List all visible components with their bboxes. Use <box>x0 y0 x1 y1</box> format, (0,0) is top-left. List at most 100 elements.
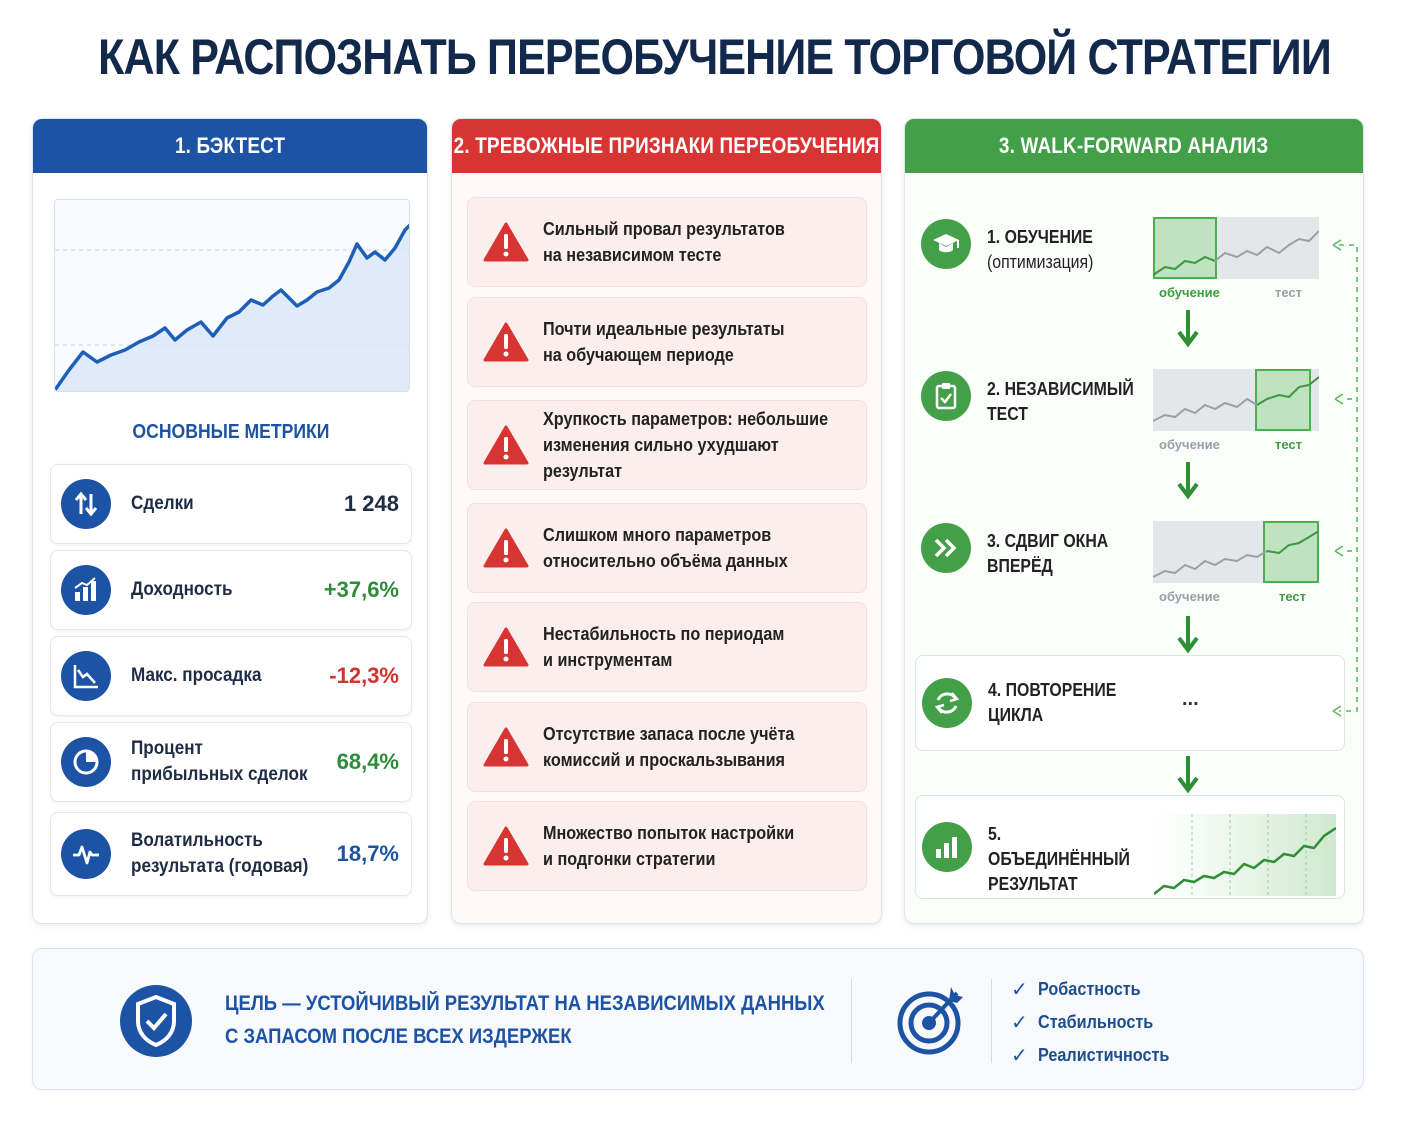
caption-train: обучение <box>1159 285 1220 300</box>
test-window <box>1255 369 1311 431</box>
warning-line2: комиссий и проскальзывания <box>543 750 786 770</box>
wf-mini-chart <box>1153 521 1319 583</box>
warning-item: Сильный провал результатов на независимом… <box>467 197 867 287</box>
warning-icon <box>483 222 529 262</box>
wf-step-label: 1. ОБУЧЕНИЕ (оптимизация) <box>987 225 1145 275</box>
warning-text: Отсутствие запаса после учёта комиссий и … <box>543 721 834 773</box>
drawdown-chart-icon <box>61 651 111 701</box>
wf-step-label: 2. НЕЗАВИСИМЫЙ ТЕСТ <box>987 377 1145 427</box>
warning-line1: Множество попыток настройки <box>543 823 795 843</box>
warning-text: Почти идеальные результаты на обучающем п… <box>543 316 834 368</box>
wf-step-label: 5. ОБЪЕДИНЁННЫЙ РЕЗУЛЬТАТ <box>988 822 1146 897</box>
metric-label: Доходность <box>131 579 233 600</box>
check-item: ✓ Робастность <box>1011 973 1184 1006</box>
caption-test: тест <box>1275 285 1303 300</box>
warning-line2: на обучающем периоде <box>543 345 734 365</box>
checkmark-icon: ✓ <box>1011 1012 1028 1034</box>
warnings-header-label: 2. ТРЕВОЖНЫЕ ПРИЗНАКИ ПЕРЕОБУЧЕНИЯ <box>453 133 880 158</box>
warning-item: Отсутствие запаса после учёта комиссий и … <box>467 702 867 792</box>
check-label: Стабильность <box>1037 1012 1153 1032</box>
check-label: Реалистичность <box>1037 1045 1170 1065</box>
warning-item: Нестабильность по периодам и инструментам <box>467 602 867 692</box>
warning-icon <box>483 627 529 667</box>
caption-train: обучение <box>1159 589 1220 604</box>
metric-volatility: Волатильность результата (годовая) 18,7% <box>50 812 412 896</box>
wf-step-line2: (оптимизация) <box>987 252 1094 272</box>
warning-item: Множество попыток настройки и подгонки ст… <box>467 801 867 891</box>
checkmark-icon: ✓ <box>1011 1045 1028 1067</box>
walkforward-panel: 3. WALK-FORWARD АНАЛИЗ 1. ОБУЧЕНИЕ (оптим… <box>904 118 1364 924</box>
goal-text: ЦЕЛЬ — УСТОЙЧИВЫЙ РЕЗУЛЬТАТ НА НЕЗАВИСИМ… <box>225 987 825 1053</box>
backtest-panel: 1. БЭКТЕСТ ОСНОВНЫЕ МЕТРИКИ Сделки 1 248… <box>32 118 428 924</box>
warning-line2: и инструментам <box>543 650 673 670</box>
metric-value: 18,7% <box>336 841 399 866</box>
metric-value: +37,6% <box>323 577 399 602</box>
wf-step-test: 2. НЕЗАВИСИМЫЙ ТЕСТ обучение тест <box>917 351 1345 452</box>
backtest-header: 1. БЭКТЕСТ <box>33 119 427 173</box>
warning-line1: Слишком много параметров <box>543 525 772 545</box>
caption-train: обучение <box>1159 437 1220 452</box>
caption-test: тест <box>1275 437 1303 452</box>
warning-line1: Сильный провал результатов <box>543 219 785 239</box>
page-title: КАК РАСПОЗНАТЬ ПЕРЕОБУЧЕНИЕ ТОРГОВОЙ СТР… <box>98 29 1332 85</box>
arrow-down-icon <box>1177 616 1199 654</box>
warning-text: Нестабильность по периодам и инструментам <box>543 621 834 673</box>
warning-line2: и подгонки стратегии <box>543 849 716 869</box>
warning-icon <box>483 528 529 568</box>
ellipsis: ... <box>1182 688 1199 710</box>
wf-step-line2: ТЕСТ <box>987 404 1028 424</box>
wf-step-line2: РЕЗУЛЬТАТ <box>988 874 1078 894</box>
check-item: ✓ Реалистичность <box>1011 1039 1184 1072</box>
goal-banner: ЦЕЛЬ — УСТОЙЧИВЫЙ РЕЗУЛЬТАТ НА НЕЗАВИСИМ… <box>32 948 1364 1090</box>
arrow-down-icon <box>1177 462 1199 500</box>
warning-text: Хрупкость параметров: небольшие изменения… <box>543 406 834 484</box>
combined-result-chart <box>1154 814 1336 896</box>
arrow-down-icon <box>1177 756 1199 794</box>
check-label: Робастность <box>1037 979 1141 999</box>
metric-winrate: Процент прибыльных сделок 68,4% <box>50 722 412 802</box>
divider <box>851 979 852 1063</box>
metric-label: Процент прибыльных сделок <box>131 738 308 785</box>
clipboard-check-icon <box>921 371 971 421</box>
bar-chart-icon <box>61 565 111 615</box>
wf-step-line1: 3. СДВИГ ОКНА <box>987 531 1109 551</box>
pulse-icon <box>61 829 111 879</box>
metric-return: Доходность +37,6% <box>50 550 412 630</box>
wf-step-line2: ЦИКЛА <box>988 705 1044 725</box>
warning-icon <box>483 727 529 767</box>
warning-text: Слишком много параметров относительно объ… <box>543 522 834 574</box>
wf-step-shift: 3. СДВИГ ОКНА ВПЕРЁД обучение тест <box>917 503 1345 604</box>
metric-value: 1 248 <box>343 491 399 516</box>
warning-line2: на независимом тесте <box>543 245 722 265</box>
arrows-up-down-icon <box>61 479 111 529</box>
wf-step-label: 3. СДВИГ ОКНА ВПЕРЁД <box>987 529 1145 579</box>
wf-step-combined: 5. ОБЪЕДИНЁННЫЙ РЕЗУЛЬТАТ <box>915 795 1345 899</box>
warning-item: Хрупкость параметров: небольшие изменения… <box>467 400 867 490</box>
warning-icon <box>483 425 529 465</box>
refresh-icon <box>922 678 972 728</box>
warning-line1: Нестабильность по периодам <box>543 624 785 644</box>
wf-step-line1: 4. ПОВТОРЕНИЕ <box>988 680 1117 700</box>
checkmark-icon: ✓ <box>1011 979 1028 1001</box>
warnings-panel: 2. ТРЕВОЖНЫЕ ПРИЗНАКИ ПЕРЕОБУЧЕНИЯ Сильн… <box>451 118 882 924</box>
target-icon <box>897 987 963 1055</box>
metric-label: Волатильность результата (годовая) <box>131 830 309 877</box>
graduation-cap-icon <box>921 219 971 269</box>
metric-drawdown: Макс. просадка -12,3% <box>50 636 412 716</box>
goal-line2: С ЗАПАСОМ ПОСЛЕ ВСЕХ ИЗДЕРЖЕК <box>225 1025 572 1048</box>
metric-trades: Сделки 1 248 <box>50 464 412 544</box>
warning-line1: Отсутствие запаса после учёта <box>543 724 795 744</box>
warning-line2: изменения сильно ухудшают результат <box>543 435 779 481</box>
check-item: ✓ Стабильность <box>1011 1006 1184 1039</box>
warning-text: Сильный провал результатов на независимом… <box>543 216 834 268</box>
warnings-header: 2. ТРЕВОЖНЫЕ ПРИЗНАКИ ПЕРЕОБУЧЕНИЯ <box>452 119 881 173</box>
wf-mini-chart <box>1153 217 1319 279</box>
wf-step-repeat: 4. ПОВТОРЕНИЕ ЦИКЛА ... <box>915 655 1345 751</box>
backtest-equity-chart <box>54 199 410 392</box>
walkforward-header: 3. WALK-FORWARD АНАЛИЗ <box>905 119 1363 173</box>
metrics-title: ОСНОВНЫЕ МЕТРИКИ <box>33 421 427 444</box>
metric-value: 68,4% <box>336 749 399 774</box>
warning-line2: относительно объёма данных <box>543 551 788 571</box>
caption-test: тест <box>1279 589 1307 604</box>
arrow-down-icon <box>1177 310 1199 348</box>
